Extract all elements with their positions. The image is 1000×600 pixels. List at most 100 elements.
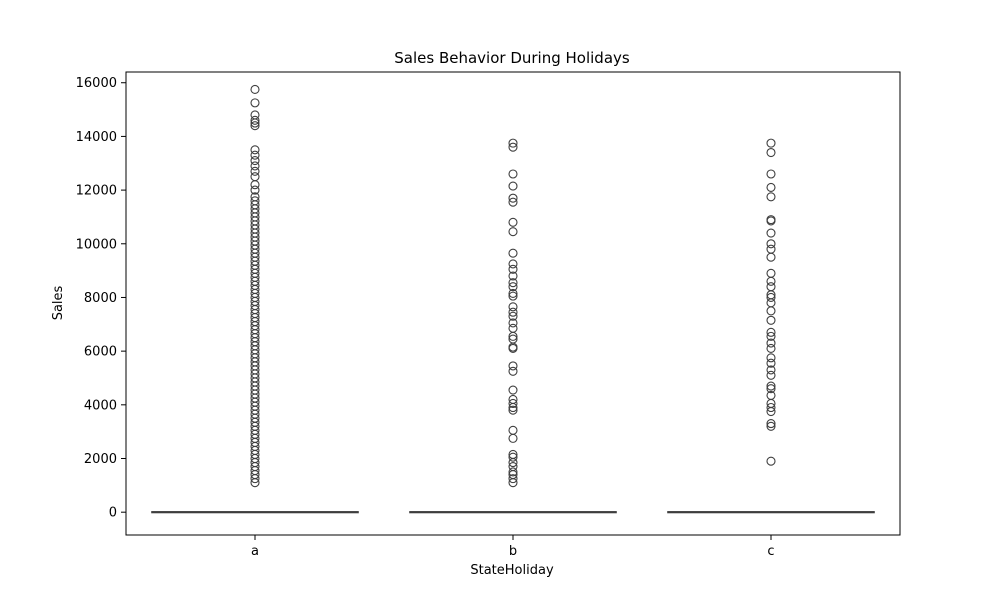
- outlier-point: [766, 215, 776, 225]
- outlier-point: [766, 365, 776, 375]
- outlier-point: [250, 84, 260, 94]
- y-tick-label: 8000: [84, 291, 117, 306]
- outlier-point: [508, 361, 518, 371]
- outlier-point: [766, 147, 776, 158]
- outlier-point: [508, 278, 518, 288]
- outlier-point: [250, 121, 260, 131]
- outlier-point: [508, 302, 518, 312]
- outlier-point: [766, 456, 776, 466]
- outlier-point: [766, 421, 776, 431]
- outlier-point: [508, 197, 518, 207]
- outlier-point: [766, 370, 776, 380]
- outlier-point: [508, 462, 518, 472]
- outlier-point: [766, 390, 776, 400]
- outlier-point: [766, 138, 776, 148]
- outlier-point: [766, 343, 776, 354]
- outlier-point: [508, 318, 518, 328]
- outlier-point: [508, 449, 518, 460]
- outlier-point: [250, 192, 260, 202]
- y-tick-label: 6000: [84, 345, 117, 360]
- outlier-point: [766, 384, 776, 394]
- outlier-point: [250, 115, 260, 125]
- y-tick-label: 10000: [76, 237, 117, 252]
- outlier-point: [508, 323, 518, 333]
- y-axis-label: Sales: [51, 285, 66, 320]
- outlier-point: [508, 259, 518, 269]
- y-tick-label: 14000: [76, 130, 117, 145]
- outlier-point: [508, 474, 518, 484]
- outlier-point: [508, 227, 518, 237]
- outlier-point: [508, 282, 518, 292]
- outlier-point: [508, 138, 518, 148]
- outlier-point: [508, 217, 518, 227]
- outlier-point: [766, 292, 776, 303]
- outlier-point: [250, 98, 260, 108]
- outlier-point: [508, 425, 518, 435]
- y-tick-label: 2000: [84, 452, 117, 467]
- outlier-point: [508, 271, 518, 281]
- outlier-point: [508, 181, 518, 191]
- outlier-point: [508, 193, 518, 203]
- plot-area: [125, 71, 901, 536]
- outlier-point: [766, 381, 776, 391]
- outlier-point: [250, 110, 260, 120]
- outlier-point: [250, 185, 260, 195]
- outlier-point: [508, 405, 518, 415]
- x-tick-label: b: [509, 544, 517, 559]
- outlier-point: [508, 366, 518, 376]
- outlier-point: [766, 268, 776, 278]
- outlier-point: [766, 182, 776, 192]
- outlier-point: [766, 315, 776, 325]
- outlier-point: [250, 161, 260, 171]
- x-axis-label: StateHoliday: [470, 563, 554, 578]
- box-plots: [151, 84, 875, 514]
- outlier-point: [508, 291, 518, 301]
- y-tick-label: 12000: [76, 184, 117, 199]
- outlier-point: [508, 467, 518, 477]
- chart-title: Sales Behavior During Holidays: [394, 49, 630, 67]
- outlier-point: [250, 145, 260, 155]
- outlier-point: [766, 306, 776, 316]
- outlier-point: [766, 419, 776, 429]
- x-tick-label: a: [251, 544, 259, 559]
- outlier-point: [250, 150, 260, 160]
- outlier-point: [766, 252, 776, 262]
- outlier-point: [508, 311, 518, 321]
- outlier-point: [250, 180, 260, 190]
- outlier-point: [508, 398, 518, 409]
- outlier-point: [508, 452, 518, 462]
- outlier-point: [766, 327, 776, 337]
- outlier-point: [508, 248, 518, 258]
- outlier-point: [766, 282, 776, 292]
- outlier-point: [508, 169, 518, 179]
- outlier-point: [508, 264, 518, 274]
- outlier-point: [250, 196, 260, 206]
- x-axis: a b c: [251, 535, 775, 559]
- outlier-point: [766, 276, 776, 286]
- outlier-point: [766, 331, 776, 341]
- outlier-point: [250, 156, 260, 166]
- outlier-point: [508, 433, 518, 443]
- outlier-point: [508, 307, 518, 317]
- outlier-point: [766, 358, 776, 368]
- y-tick-label: 4000: [84, 398, 117, 413]
- outlier-point: [508, 394, 518, 405]
- y-tick-label: 16000: [76, 76, 117, 91]
- outlier-point: [766, 353, 776, 363]
- outlier-point: [766, 192, 776, 202]
- y-tick-label: 0: [109, 506, 117, 521]
- outlier-point: [250, 166, 260, 176]
- outlier-point: [766, 244, 776, 254]
- outlier-point: [766, 169, 776, 179]
- outlier-point: [766, 239, 776, 249]
- outlier-point: [766, 228, 776, 238]
- outlier-point: [250, 172, 260, 182]
- y-axis: 0 2000 4000 6000 8000 10000 12000 14000 16000: [76, 76, 126, 521]
- outlier-point: [508, 334, 518, 344]
- outlier-point: [766, 338, 776, 348]
- x-tick-label: c: [767, 544, 774, 559]
- outlier-point: [508, 288, 518, 298]
- outlier-point: [766, 402, 776, 413]
- outlier-point: [508, 385, 518, 395]
